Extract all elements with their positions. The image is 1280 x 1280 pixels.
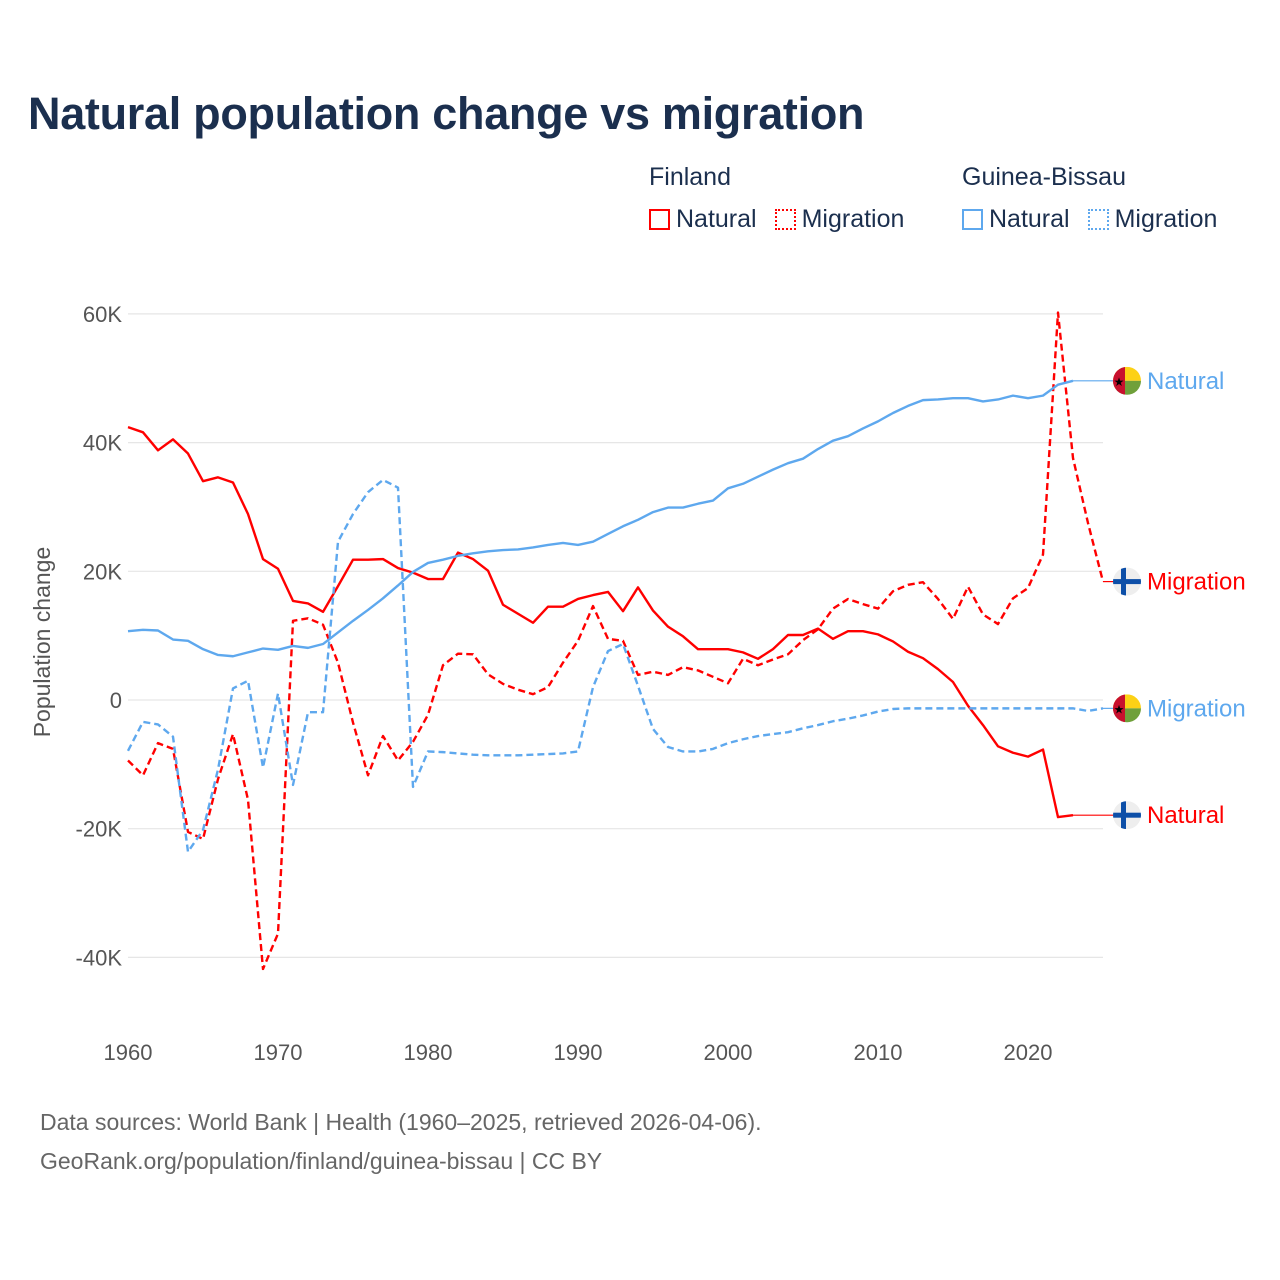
- finland-flag-icon: [1113, 801, 1141, 830]
- legend-finland-migration[interactable]: Migration: [774, 205, 905, 234]
- x-tick-label: 1960: [104, 1040, 153, 1065]
- legend-finland-items: Natural Migration: [649, 205, 904, 234]
- dotted-swatch-icon: [1087, 209, 1109, 230]
- guinea-bissau-flag-icon: ★: [1113, 694, 1141, 723]
- x-tick-label: 2000: [704, 1040, 753, 1065]
- x-tick-label: 2010: [854, 1040, 903, 1065]
- svg-text:★: ★: [1114, 702, 1125, 716]
- solid-swatch-icon: [962, 209, 983, 230]
- y-tick-label: 20K: [83, 559, 122, 584]
- y-tick-label: 0: [110, 688, 122, 713]
- y-tick-label: -40K: [76, 945, 123, 970]
- y-tick-label: 60K: [83, 302, 122, 327]
- dotted-swatch-icon: [774, 209, 796, 230]
- end-label: Natural: [1147, 802, 1224, 829]
- source-line-1: Data sources: World Bank | Health (1960–…: [40, 1109, 762, 1135]
- x-tick-label: 1990: [554, 1040, 603, 1065]
- x-tick-label: 1970: [254, 1040, 303, 1065]
- series-line-finland-migration[interactable]: [127, 311, 1105, 971]
- solid-swatch-icon: [649, 209, 670, 230]
- end-label: Migration: [1147, 695, 1246, 722]
- legend-label: Natural: [989, 205, 1070, 233]
- series-line-guinea-bissau-natural[interactable]: [127, 379, 1074, 658]
- y-tick-label: 40K: [83, 431, 122, 456]
- x-tick-label: 1980: [404, 1040, 453, 1065]
- finland-flag-icon: [1113, 567, 1141, 596]
- guinea-bissau-flag-icon: ★: [1113, 366, 1141, 395]
- legend-finland-natural[interactable]: Natural: [649, 205, 757, 234]
- chart-title: Natural population change vs migration: [28, 88, 865, 139]
- series-line-guinea-bissau-migration[interactable]: [126, 478, 1104, 854]
- end-label: Natural: [1147, 368, 1224, 395]
- source-line-2[interactable]: GeoRank.org/population/finland/guinea-bi…: [40, 1148, 603, 1174]
- y-axis-label: Population change: [29, 547, 55, 738]
- legend-guinea-bissau-natural[interactable]: Natural: [962, 205, 1070, 234]
- svg-text:★: ★: [1114, 375, 1125, 389]
- legend-label: Natural: [676, 205, 757, 233]
- legend-label: Migration: [1114, 205, 1218, 233]
- legend-group-guinea-bissau: Guinea-Bissau: [962, 163, 1126, 191]
- y-tick-label: -20K: [76, 817, 123, 842]
- legend-label: Migration: [801, 205, 905, 233]
- legend-guinea-bissau-items: Natural Migration: [962, 205, 1217, 234]
- x-tick-label: 2020: [1004, 1040, 1053, 1065]
- series-line-finland-natural[interactable]: [127, 426, 1074, 819]
- end-label: Migration: [1147, 569, 1246, 596]
- legend-guinea-bissau-migration[interactable]: Migration: [1087, 205, 1218, 234]
- legend-group-finland: Finland: [649, 163, 731, 191]
